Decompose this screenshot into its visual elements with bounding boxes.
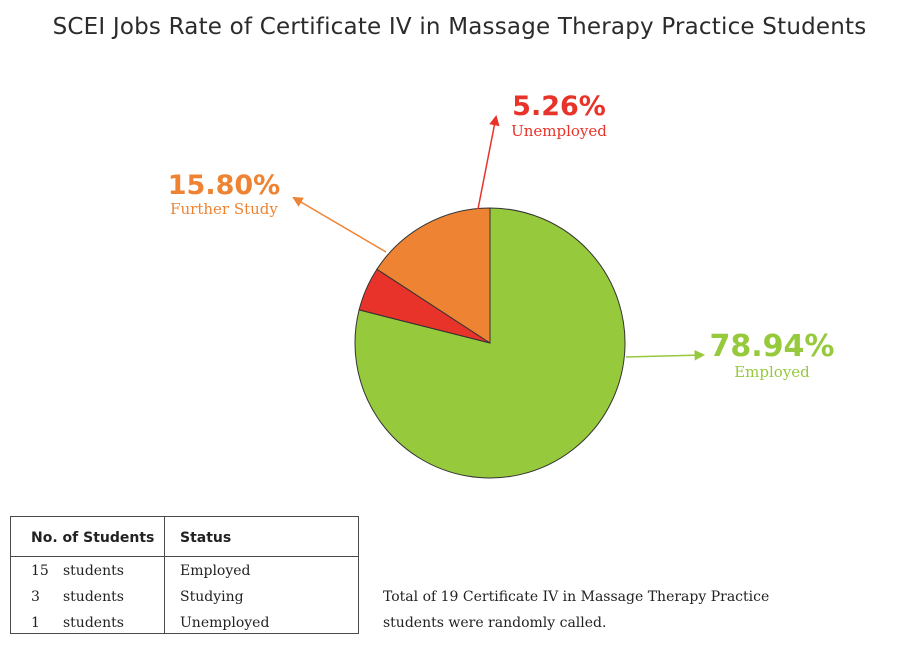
student-unit: students bbox=[63, 589, 124, 605]
survey-note: Total of 19 Certificate IV in Massage Th… bbox=[383, 584, 803, 636]
table-row: 3 students Studying bbox=[11, 585, 358, 611]
leader-arrow bbox=[292, 196, 387, 253]
slice-category-label: Unemployed bbox=[511, 122, 607, 140]
pie-slice-further-study bbox=[376, 207, 491, 344]
header-count: No. of Students bbox=[31, 530, 155, 546]
slice-value-label: 5.26% bbox=[512, 91, 606, 122]
note-line-1: Total of 19 Certificate IV in Massage Th… bbox=[383, 589, 770, 605]
student-count: 3 bbox=[31, 589, 40, 605]
leader-arrow bbox=[477, 114, 500, 210]
table-row: 15 students Employed bbox=[11, 559, 358, 585]
table-header: No. of Students Status bbox=[11, 517, 358, 557]
student-count: 1 bbox=[31, 615, 40, 631]
slice-value-label: 78.94% bbox=[710, 329, 835, 364]
chart-title: SCEI Jobs Rate of Certificate IV in Mass… bbox=[52, 14, 867, 40]
note-line-2: students were randomly called. bbox=[383, 615, 607, 631]
student-status: Studying bbox=[180, 589, 244, 605]
table-row: 1 students Unemployed bbox=[11, 611, 358, 637]
student-unit: students bbox=[63, 563, 124, 579]
slice-value-label: 15.80% bbox=[168, 170, 280, 201]
students-table: No. of Students Status 15 students Emplo… bbox=[10, 516, 359, 634]
slice-category-label: Further Study bbox=[170, 200, 278, 218]
student-unit: students bbox=[63, 615, 124, 631]
student-count: 15 bbox=[31, 563, 49, 579]
leader-arrow bbox=[625, 349, 706, 361]
header-status: Status bbox=[180, 530, 232, 546]
slice-category-label: Employed bbox=[734, 363, 810, 381]
student-status: Unemployed bbox=[180, 615, 270, 631]
student-status: Employed bbox=[180, 563, 251, 579]
column-divider bbox=[164, 517, 165, 633]
